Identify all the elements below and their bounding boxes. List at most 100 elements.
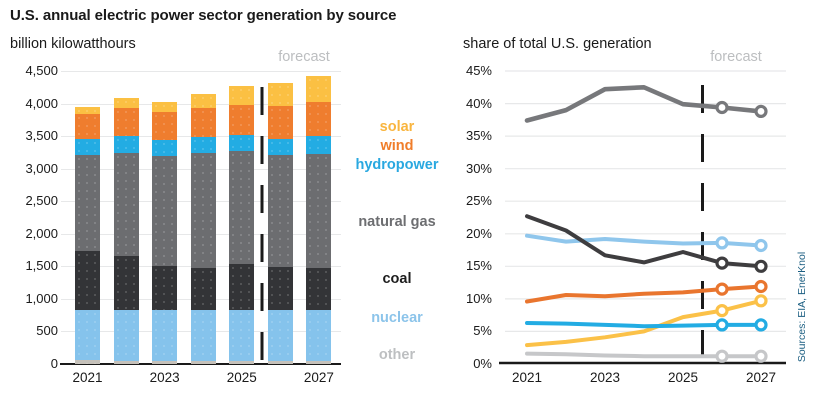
- bar-2027-nuclear: [306, 310, 332, 362]
- gridline: [61, 71, 341, 72]
- right-chart-title: share of total U.S. generation: [463, 36, 652, 52]
- bar-2021-other: [75, 360, 100, 364]
- y-tick-label: 2,500: [25, 193, 58, 209]
- bar-2027-hydropower: [306, 136, 332, 154]
- forecast-divider-layer: [260, 87, 264, 364]
- bar-2022-solar: [113, 98, 139, 108]
- bar-2023-hydropower: [152, 140, 178, 156]
- y-tick-label: 0%: [473, 356, 492, 371]
- bar-2026-solar: [267, 83, 293, 107]
- y-tick-label: 35%: [465, 128, 492, 144]
- bar-2027-other: [306, 361, 332, 364]
- y-tick-label: 4,500: [25, 63, 58, 78]
- y-tick-label: 500: [36, 323, 58, 339]
- bar-2027-solar: [306, 75, 332, 103]
- y-tick-label: 40%: [465, 95, 492, 111]
- y-tick-label: 20%: [465, 225, 492, 241]
- y-tick-label: 3,000: [25, 160, 58, 176]
- bar-2023-solar: [152, 101, 178, 113]
- marker-solar-2027: [754, 294, 768, 308]
- marker-nuclear-2026: [715, 236, 729, 250]
- source-note: Sources: EIA, EnerKnol: [796, 251, 808, 363]
- bar-2027-coal: [306, 267, 332, 310]
- y-tick-label: 4,000: [25, 95, 58, 111]
- bar-2022-coal: [113, 256, 139, 311]
- y-tick-label: 10%: [465, 290, 492, 306]
- x-tick-label: 2027: [303, 370, 334, 385]
- x-tick-label: 2023: [149, 370, 180, 385]
- bar-2024-other: [190, 360, 216, 364]
- bar-2023-other: [152, 360, 178, 364]
- y-tick-label: 1,000: [25, 290, 58, 306]
- bar-2021-nuclear: [75, 309, 100, 361]
- x-tick-label: 2025: [226, 370, 257, 385]
- generation-bar-chart: [60, 71, 341, 365]
- bar-2026-nuclear: [267, 310, 293, 362]
- bar-2026-other: [267, 361, 293, 364]
- share-line-chart: [499, 70, 786, 365]
- marker-coal-2026: [715, 256, 729, 270]
- bar-2024-wind: [190, 108, 216, 138]
- bar-2025-hydropower: [229, 135, 255, 151]
- y-tick-label: 30%: [465, 160, 492, 176]
- marker-solar-2026: [715, 304, 729, 318]
- figure-title: U.S. annual electric power sector genera…: [10, 7, 397, 24]
- legend-item-natural-gas: natural gas: [358, 214, 436, 230]
- bar-2027-wind: [306, 102, 332, 137]
- bar-2026-hydropower: [267, 138, 293, 156]
- bar-2022-nuclear: [113, 310, 139, 361]
- legend-item-hydropower: hydropower: [355, 157, 439, 173]
- x-tick-label: 2025: [667, 370, 699, 385]
- bar-2022-hydropower: [113, 136, 139, 153]
- bar-2024-coal: [190, 267, 216, 310]
- marker-coal-2027: [754, 259, 768, 273]
- line-chart-canvas: [499, 70, 786, 365]
- marker-natural-gas-2027: [754, 104, 768, 119]
- bar-2025-nuclear: [229, 310, 255, 362]
- bar-2027-natural-gas: [306, 153, 332, 268]
- marker-hydropower-2026: [715, 318, 729, 332]
- bar-2025-solar: [229, 85, 255, 105]
- marker-wind-2026: [715, 282, 729, 296]
- bar-2021-wind: [75, 114, 100, 139]
- x-tick-label: 2021: [72, 370, 103, 385]
- marker-other-2026: [715, 349, 729, 363]
- bar-2023-coal: [152, 266, 178, 311]
- bar-2022-wind: [113, 107, 139, 137]
- y-tick-label: 2,000: [25, 225, 58, 241]
- legend-item-wind: wind: [380, 138, 414, 154]
- bar-2025-other: [229, 361, 255, 364]
- marker-natural-gas-2026: [715, 100, 729, 115]
- bar-2023-nuclear: [152, 310, 178, 361]
- bar-2024-nuclear: [190, 309, 216, 361]
- y-tick-label: 5%: [473, 323, 492, 339]
- bar-2022-natural-gas: [113, 152, 139, 257]
- bar-2021-coal: [75, 251, 100, 310]
- bar-2025-coal: [229, 264, 255, 311]
- x-tick-label: 2023: [589, 370, 621, 385]
- bar-2026-coal: [267, 267, 293, 311]
- bar-2026-natural-gas: [267, 155, 293, 268]
- right-forecast-label: forecast: [710, 49, 762, 65]
- marker-nuclear-2027: [754, 238, 768, 253]
- marker-other-2027: [754, 349, 768, 363]
- left-chart-subtitle: billion kilowatthours: [10, 36, 136, 52]
- y-tick-label: 1,500: [25, 258, 58, 274]
- left-forecast-label: forecast: [278, 49, 330, 65]
- legend: solar wind hydropower natural gas coal nuclea…: [338, 0, 456, 406]
- bar-2021-natural-gas: [75, 155, 100, 251]
- x-axis-line: [60, 363, 341, 365]
- marker-hydropower-2027: [754, 318, 768, 332]
- y-tick-label: 0: [50, 356, 58, 371]
- y-tick-label: 3,500: [25, 128, 58, 144]
- bar-2024-solar: [190, 93, 216, 109]
- y-tick-label: 25%: [465, 193, 492, 209]
- bar-2021-solar: [75, 106, 100, 114]
- legend-item-solar: solar: [379, 119, 415, 135]
- bar-2026-wind: [267, 106, 293, 139]
- bar-2023-wind: [152, 112, 178, 140]
- y-tick-label: 15%: [465, 258, 492, 274]
- legend-item-coal: coal: [382, 271, 412, 287]
- x-tick-label: 2021: [511, 370, 543, 385]
